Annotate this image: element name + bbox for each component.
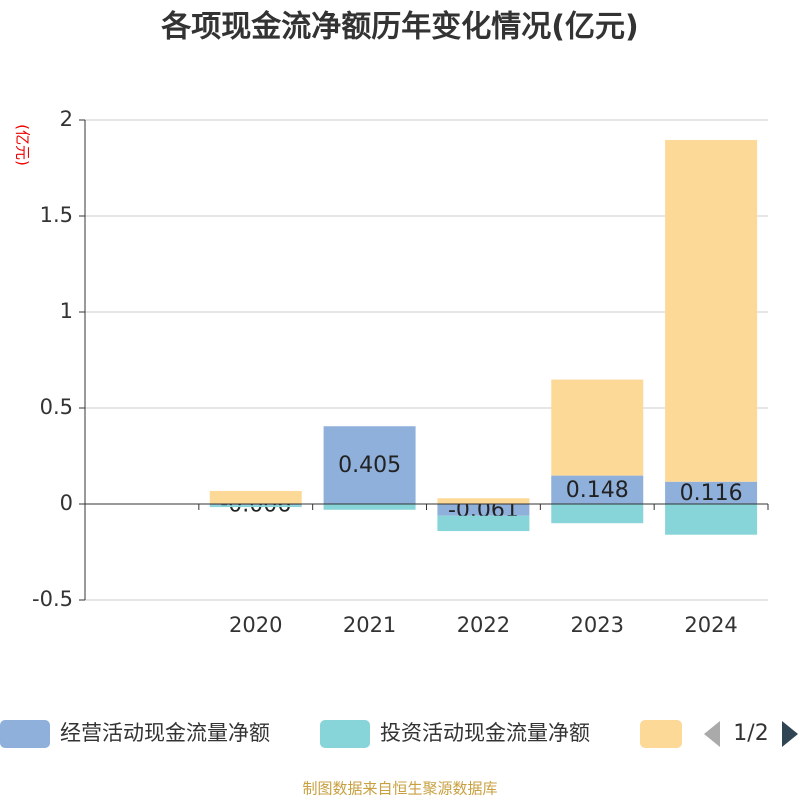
legend-label: 经营活动现金流量净额 xyxy=(60,721,270,745)
y-tick-label: 2 xyxy=(60,107,73,131)
y-axis-label: (亿元) xyxy=(14,124,32,166)
legend-swatch xyxy=(320,720,370,748)
bar xyxy=(209,504,302,506)
bar xyxy=(323,426,416,504)
y-tick-label: 0 xyxy=(60,491,73,515)
x-tick-label: 2020 xyxy=(229,613,282,637)
value-label: 0.405 xyxy=(338,453,401,478)
bar xyxy=(437,498,530,504)
y-tick-label: 1 xyxy=(60,299,73,323)
y-tick-label: 1.5 xyxy=(40,203,73,227)
bar xyxy=(437,504,530,516)
value-label: 0.148 xyxy=(566,478,629,503)
x-tick-label: 2022 xyxy=(457,613,510,637)
legend-prev[interactable] xyxy=(704,721,720,747)
x-tick-label: 2023 xyxy=(571,613,624,637)
bar xyxy=(551,475,644,504)
legend-label: 投资活动现金流量净额 xyxy=(380,721,590,745)
y-tick-label: 0.5 xyxy=(40,395,73,419)
bar xyxy=(323,504,416,510)
legend-swatch xyxy=(0,720,50,748)
bar xyxy=(665,139,758,482)
bar xyxy=(209,505,302,508)
source-note: 制图数据来自恒生聚源数据库 xyxy=(302,780,497,798)
bar xyxy=(665,481,758,504)
bar xyxy=(551,379,644,476)
value-label: 0.116 xyxy=(680,481,743,506)
bar xyxy=(209,490,302,504)
x-tick-label: 2024 xyxy=(684,613,737,637)
legend-next[interactable] xyxy=(782,721,798,747)
legend-page: 1/2 xyxy=(733,721,768,746)
chart-title: 各项现金流净额历年变化情况(亿元) xyxy=(160,10,638,45)
y-tick-label: -0.5 xyxy=(32,587,73,611)
bar xyxy=(437,515,530,532)
x-tick-label: 2021 xyxy=(343,613,396,637)
bar xyxy=(665,504,758,535)
bar xyxy=(551,504,644,524)
legend-swatch xyxy=(640,720,682,748)
